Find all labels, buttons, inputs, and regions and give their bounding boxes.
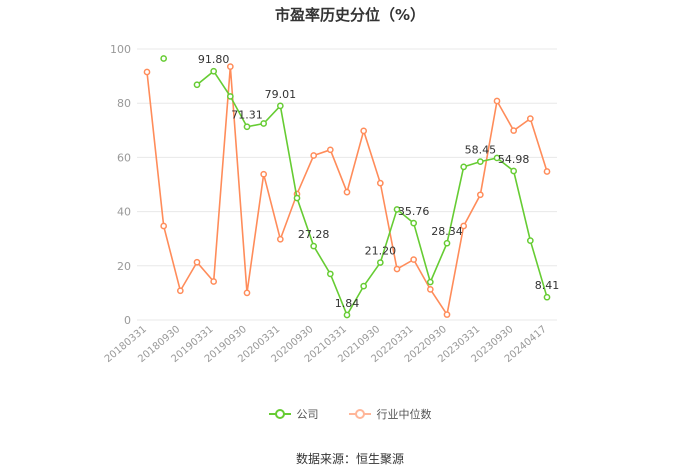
data-point-industry-11 <box>326 146 334 154</box>
data-label-company-10: 27.28 <box>298 228 330 241</box>
data-label-company-4: 91.80 <box>198 53 230 66</box>
data-point-company-17 <box>426 278 434 286</box>
data-point-industry-6 <box>243 289 251 297</box>
data-point-company-15 <box>393 206 401 213</box>
data-point-industry-19 <box>460 222 468 230</box>
data-point-industry-5 <box>226 63 234 70</box>
chart-legend: 公司 行业中位数 <box>0 406 700 422</box>
data-point-industry-21 <box>493 97 501 105</box>
data-point-industry-17 <box>426 286 434 293</box>
pe-percentile-chart: 0204060801002018033120180930201903312019… <box>103 43 560 365</box>
data-point-company-24 <box>543 293 551 301</box>
data-point-company-23 <box>526 237 534 244</box>
data-label-company-20: 58.45 <box>465 144 497 157</box>
legend-item-company[interactable]: 公司 <box>268 406 319 422</box>
data-point-industry-2 <box>176 287 184 295</box>
data-point-company-14 <box>376 259 384 266</box>
data-point-company-18 <box>443 239 451 247</box>
data-point-industry-8 <box>276 235 284 243</box>
data-point-company-3 <box>193 81 201 89</box>
y-tick-label-20: 20 <box>117 260 131 273</box>
data-point-industry-20 <box>476 191 484 199</box>
y-tick-label-0: 0 <box>124 314 131 327</box>
data-label-company-22: 54.98 <box>498 153 530 166</box>
chart-title: 市盈率历史分位（%） <box>274 6 426 24</box>
data-point-industry-3 <box>193 258 201 266</box>
data-point-industry-7 <box>260 170 268 178</box>
data-point-company-6 <box>243 123 251 131</box>
data-point-industry-10 <box>310 152 318 159</box>
data-point-industry-16 <box>410 256 418 263</box>
data-point-company-22 <box>510 167 518 175</box>
legend-swatch-company <box>268 408 291 420</box>
data-point-industry-14 <box>376 179 384 187</box>
data-source: 数据来源：恒生聚源 <box>295 452 404 466</box>
data-point-company-11 <box>326 270 334 278</box>
y-tick-label-40: 40 <box>117 206 131 219</box>
data-point-company-20 <box>476 158 484 165</box>
data-point-company-12 <box>343 311 351 319</box>
data-point-company-8 <box>276 102 284 110</box>
data-point-company-7 <box>260 120 268 127</box>
data-point-company-9 <box>293 194 301 202</box>
data-point-industry-0 <box>143 68 151 76</box>
data-point-company-21 <box>493 154 501 162</box>
data-point-company-4 <box>210 67 218 75</box>
data-point-industry-13 <box>360 127 368 135</box>
legend-item-industry[interactable]: 行业中位数 <box>348 406 432 422</box>
y-tick-label-100: 100 <box>110 43 131 56</box>
series-line-company-1 <box>196 70 548 317</box>
data-point-industry-23 <box>526 115 534 122</box>
data-point-company-19 <box>460 163 468 171</box>
legend-label-industry: 行业中位数 <box>376 408 432 421</box>
data-point-company-10 <box>310 242 318 250</box>
data-label-company-6: 71.31 <box>231 109 263 122</box>
data-label-company-18: 28.34 <box>431 225 463 238</box>
legend-swatch-industry <box>348 408 371 420</box>
y-tick-label-60: 60 <box>117 151 131 164</box>
data-point-company-16 <box>410 219 418 227</box>
data-point-company-5 <box>226 93 234 100</box>
data-point-industry-24 <box>543 168 551 175</box>
data-point-industry-4 <box>210 278 218 285</box>
data-label-company-14: 21.20 <box>365 245 397 258</box>
data-label-company-16: 35.76 <box>398 205 430 218</box>
data-label-company-24: 8.41 <box>535 279 560 292</box>
data-point-industry-18 <box>443 311 451 318</box>
data-point-company-1 <box>160 55 168 62</box>
data-point-company-13 <box>360 282 368 290</box>
data-point-industry-15 <box>393 265 401 273</box>
data-point-industry-1 <box>160 222 168 230</box>
data-label-company-12: 1.84 <box>335 297 360 310</box>
data-point-industry-22 <box>510 127 518 134</box>
y-tick-label-80: 80 <box>117 97 131 110</box>
data-label-company-8: 79.01 <box>265 88 297 101</box>
data-point-industry-12 <box>343 188 351 196</box>
legend-label-company: 公司 <box>296 408 319 421</box>
